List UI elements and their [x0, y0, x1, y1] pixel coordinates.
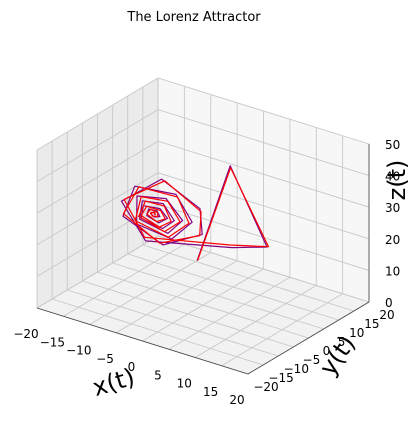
z-tick-label: 20	[385, 233, 400, 247]
gridline	[112, 262, 324, 330]
z-tick-label: 30	[385, 201, 400, 215]
y-tick-label: −15	[268, 371, 293, 385]
gridline	[36, 235, 370, 309]
gridline	[36, 172, 370, 246]
z-tick-label: 10	[385, 264, 400, 278]
x-tick-label: −15	[40, 335, 65, 349]
z-tick-label: 50	[385, 138, 400, 152]
x-tick-label: 5	[154, 368, 162, 382]
y-tick-label: 20	[379, 308, 394, 322]
gridline	[82, 280, 294, 348]
x-tick-label: −5	[96, 352, 114, 366]
y-tick-label: −5	[303, 353, 321, 367]
trajectory-lines	[120, 165, 270, 261]
axis-line	[247, 301, 370, 375]
x-tick-label: −20	[13, 327, 38, 341]
x-tick-label: 15	[203, 385, 218, 399]
x-tick-label: 10	[177, 377, 192, 391]
y-tick-label: −20	[253, 380, 278, 394]
y-tick-label: 10	[349, 326, 364, 340]
axis-line	[36, 307, 249, 375]
y-tick-label: −10	[284, 362, 309, 376]
gridline	[142, 244, 355, 312]
x-tick-label: 0	[128, 360, 136, 374]
z-tick-label: 40	[385, 170, 400, 184]
gridline	[36, 77, 370, 151]
gridline	[51, 298, 264, 366]
axis-panes	[37, 78, 369, 374]
tick-labels: −20−15−10−505101520−20−15−10−50510152001…	[13, 138, 400, 407]
x-axis-label: x(t)	[89, 363, 138, 402]
x-tick-label: −10	[66, 344, 91, 358]
gridline	[36, 140, 370, 214]
gridline	[127, 253, 339, 321]
trajectory-series-2	[122, 167, 270, 261]
y-tick-label: 0	[323, 344, 331, 358]
chart-title: The Lorenz Attractor	[126, 10, 261, 25]
gridline	[67, 289, 279, 357]
axis-lines	[36, 144, 370, 375]
gridline	[97, 271, 309, 339]
gridline	[36, 109, 370, 182]
z-tick-label: 0	[385, 296, 393, 310]
x-tick-label: 20	[229, 393, 244, 407]
z-axis-label: z(t)	[383, 160, 408, 201]
y-tick-label: 5	[338, 335, 346, 349]
y-tick-label: 15	[364, 317, 379, 331]
